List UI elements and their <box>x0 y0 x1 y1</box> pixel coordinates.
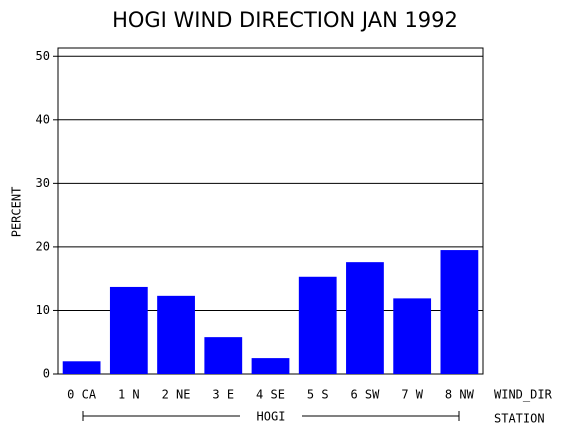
group-label: HOGI <box>257 410 286 424</box>
bar <box>251 358 290 374</box>
y-axis-label: PERCENT <box>10 187 24 238</box>
x-tick-label: 5 S <box>307 388 329 402</box>
bar <box>204 337 243 374</box>
bar <box>393 298 432 374</box>
bar <box>440 250 479 374</box>
y-tick-label: 40 <box>36 112 50 126</box>
bar <box>346 262 384 374</box>
x-tick-label: 4 SE <box>256 388 285 402</box>
x-tick-label: 6 SW <box>350 388 380 402</box>
bar <box>62 361 101 374</box>
y-tick-label: 20 <box>36 239 50 253</box>
y-tick-label: 10 <box>36 303 50 317</box>
x-tick-label: 3 E <box>212 388 234 402</box>
bar <box>157 295 195 374</box>
x-axis-label: WIND_DIR <box>494 388 553 402</box>
group-axis-label: STATION <box>494 412 545 426</box>
y-tick-label: 0 <box>43 367 50 381</box>
chart-title: HOGI WIND DIRECTION JAN 1992 <box>112 8 458 32</box>
bar <box>298 276 337 374</box>
x-tick-label: 2 NE <box>162 388 191 402</box>
x-tick-label: 8 NW <box>445 388 475 402</box>
y-tick-label: 30 <box>36 176 50 190</box>
x-tick-label: 1 N <box>118 388 140 402</box>
x-tick-label: 0 CA <box>67 388 97 402</box>
y-tick-label: 50 <box>36 49 50 63</box>
bar <box>109 286 148 374</box>
x-tick-label: 7 W <box>401 388 423 402</box>
